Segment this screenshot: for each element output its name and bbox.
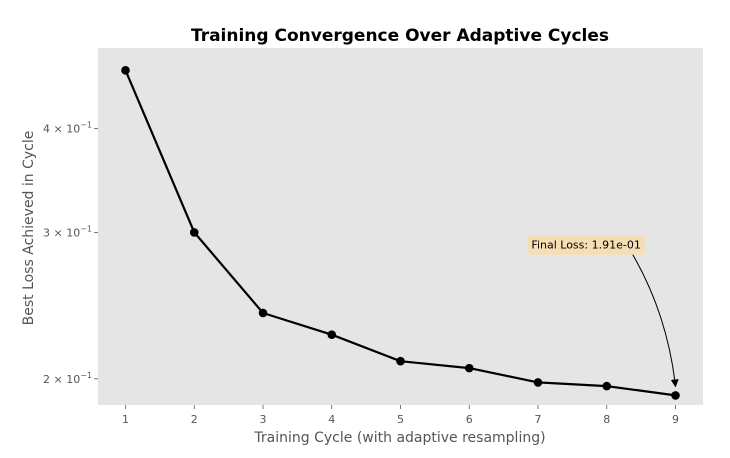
annotation-text: Final Loss: 1.91e-01 xyxy=(531,239,640,252)
x-tick-label: 9 xyxy=(672,413,679,426)
x-tick-label: 2 xyxy=(191,413,198,426)
x-tick-label: 5 xyxy=(397,413,404,426)
x-tick-label: 3 xyxy=(260,413,267,426)
y-axis: 2 × 10−1 3 × 10−1 4 × 10−1 xyxy=(43,121,98,386)
data-point xyxy=(258,308,268,318)
x-axis: 1 2 3 4 5 6 7 8 9 xyxy=(122,405,679,426)
data-point xyxy=(396,356,405,366)
data-point xyxy=(533,378,543,387)
data-point xyxy=(464,363,474,373)
plot-area xyxy=(98,48,703,405)
x-tick-label: 1 xyxy=(122,413,129,426)
x-axis-label: Training Cycle (with adaptive resampling… xyxy=(253,430,545,446)
series-points xyxy=(121,66,680,400)
chart-title: Training Convergence Over Adaptive Cycle… xyxy=(191,26,609,46)
y-tick-label: 4 × 10−1 xyxy=(43,121,92,136)
data-point xyxy=(121,66,130,75)
data-point xyxy=(189,228,199,237)
x-tick-label: 4 xyxy=(328,413,335,426)
data-point xyxy=(327,330,337,339)
annotation: Final Loss: 1.91e-01 xyxy=(527,235,679,388)
annotation-arrow xyxy=(632,254,679,388)
x-tick-label: 7 xyxy=(535,413,542,426)
x-tick-label: 6 xyxy=(466,413,473,426)
x-tick-label: 8 xyxy=(603,413,610,426)
data-point xyxy=(602,381,612,391)
y-tick-label: 2 × 10−1 xyxy=(43,371,92,386)
y-tick-label: 3 × 10−1 xyxy=(43,224,92,239)
data-point xyxy=(671,391,680,400)
annotation-box xyxy=(527,235,645,255)
y-axis-label: Best Loss Achieved in Cycle xyxy=(21,131,37,326)
